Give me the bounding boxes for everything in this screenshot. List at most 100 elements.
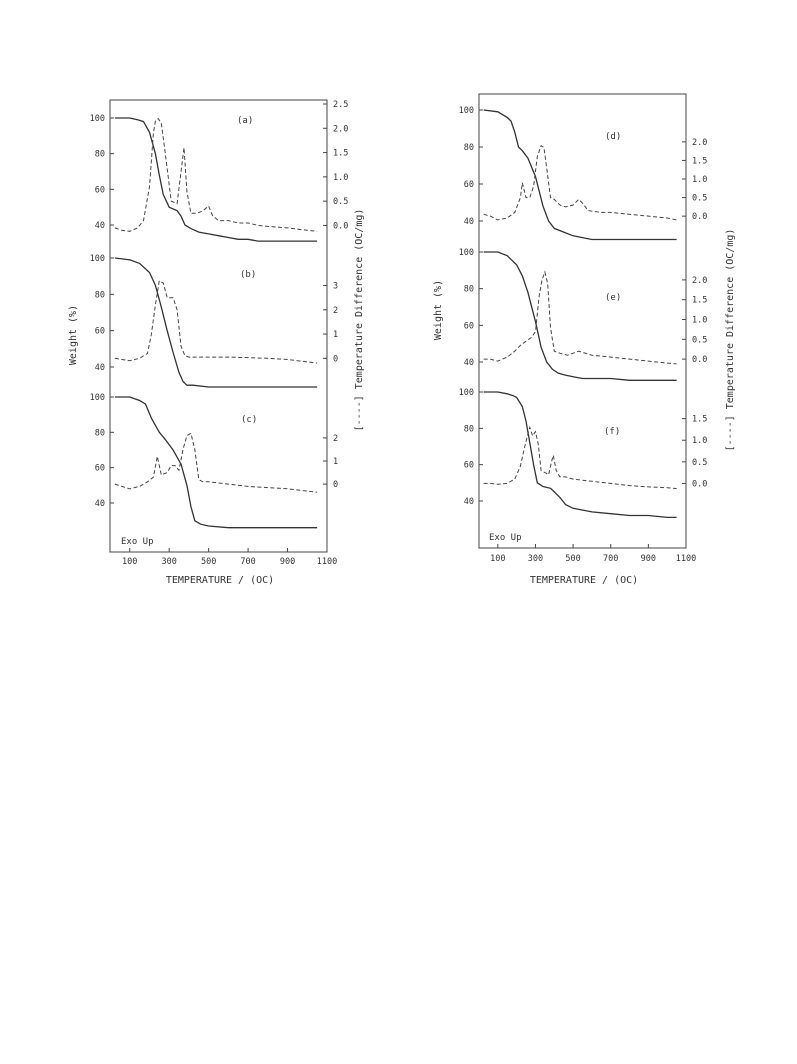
dt-tick-label: 1.0 bbox=[692, 316, 707, 326]
left-xlabel: TEMPERATURE / (OC) bbox=[166, 575, 274, 586]
dt-tick-label: 0.5 bbox=[692, 335, 707, 345]
right-panel-1: (e) 100 80 60 40 2.0 1.5 1.0 0.5 0.0 bbox=[459, 248, 707, 381]
right-x-tick-label: 700 bbox=[603, 554, 618, 564]
weight-tick-label: 100 bbox=[459, 388, 474, 398]
weight-curve bbox=[483, 109, 677, 241]
dt-tick-label: 0.5 bbox=[333, 197, 348, 207]
left-panel-2: (c) 100 80 60 40 2 1 0 bbox=[90, 393, 338, 529]
weight-tick-label: 40 bbox=[95, 363, 105, 373]
weight-curve bbox=[114, 396, 318, 529]
weight-tick-label: 100 bbox=[90, 114, 105, 124]
right-xlabel: TEMPERATURE / (OC) bbox=[530, 575, 638, 586]
left-x-tick-label: 300 bbox=[162, 557, 177, 567]
weight-tick-label: 100 bbox=[90, 393, 105, 403]
dt-tick-label: 1.0 bbox=[692, 175, 707, 185]
dt-tick-label: 1.5 bbox=[692, 296, 707, 306]
panel-label: (c) bbox=[241, 415, 257, 425]
dt-curve bbox=[114, 432, 318, 493]
right-panel-2: (f) 100 80 60 40 1.5 1.0 0.5 0.0 bbox=[459, 388, 707, 519]
dt-tick-label: 0.0 bbox=[692, 479, 707, 489]
right-x-tick-label: 300 bbox=[528, 554, 543, 564]
dt-tick-label: 2 bbox=[333, 434, 338, 444]
dt-tick-label: 1.0 bbox=[333, 173, 348, 183]
weight-curve bbox=[483, 251, 677, 381]
weight-tick-label: 80 bbox=[464, 424, 474, 434]
left-panel-0: (a) 100 80 60 40 2.5 2.0 1.5 1.0 0.5 0.0 bbox=[90, 100, 348, 242]
left-annotation: Exo Up bbox=[121, 537, 154, 547]
dt-tick-label: 2.5 bbox=[333, 100, 348, 110]
weight-tick-label: 40 bbox=[464, 358, 474, 368]
panel-label: (b) bbox=[240, 270, 256, 280]
dt-tick-label: 2 bbox=[333, 306, 338, 316]
dt-tick-label: 2.0 bbox=[692, 276, 707, 286]
right-panel-0: (d) 100 80 60 40 2.0 1.5 1.0 0.5 0.0 bbox=[459, 106, 707, 241]
weight-tick-label: 40 bbox=[95, 499, 105, 509]
right-ylabel: Weight (%) bbox=[433, 280, 444, 340]
dt-tick-label: 2.0 bbox=[692, 138, 707, 148]
left-x-ticks: 100 300 500 700 900 1100 bbox=[122, 548, 337, 567]
dt-tick-label: 0.5 bbox=[692, 194, 707, 204]
weight-tick-label: 40 bbox=[464, 217, 474, 227]
dt-tick-label: 3 bbox=[333, 282, 338, 292]
left-panels: (a) 100 80 60 40 2.5 2.0 1.5 1.0 0.5 0.0 (b) 100 80 60… bbox=[90, 100, 348, 529]
dt-tick-label: 0.0 bbox=[692, 355, 707, 365]
panel-label: (e) bbox=[605, 293, 621, 303]
dt-curve bbox=[483, 425, 677, 490]
weight-tick-label: 60 bbox=[95, 327, 105, 337]
left-x-tick-label: 100 bbox=[122, 557, 137, 567]
weight-tick-label: 100 bbox=[90, 254, 105, 264]
right-figure: TEMPERATURE / (OC) Weight (%) [----] Tem… bbox=[433, 93, 736, 586]
dt-tick-label: 0.0 bbox=[333, 221, 348, 231]
left-x-tick-label: 1100 bbox=[317, 557, 337, 567]
weight-curve bbox=[483, 391, 677, 519]
dt-curve bbox=[483, 270, 677, 365]
right-x-ticks: 100 300 500 700 900 1100 bbox=[490, 544, 696, 564]
left-y2label: [----] Temperature Difference (OC/mg) bbox=[354, 209, 365, 432]
dt-curve bbox=[114, 279, 318, 364]
weight-curve bbox=[114, 117, 318, 242]
dt-tick-label: 0 bbox=[333, 480, 338, 490]
dt-tick-label: 0.5 bbox=[692, 458, 707, 468]
right-y2label: [----] Temperature Difference (OC/mg) bbox=[725, 229, 736, 452]
right-x-tick-label: 900 bbox=[641, 554, 656, 564]
weight-tick-label: 60 bbox=[464, 180, 474, 190]
right-x-tick-label: 100 bbox=[490, 554, 505, 564]
left-ylabel: Weight (%) bbox=[68, 305, 79, 365]
weight-tick-label: 60 bbox=[464, 321, 474, 331]
panel-label: (a) bbox=[237, 116, 253, 126]
dt-tick-label: 1.5 bbox=[692, 156, 707, 166]
left-x-tick-label: 700 bbox=[240, 557, 255, 567]
weight-tick-label: 100 bbox=[459, 248, 474, 258]
dt-curve bbox=[483, 144, 677, 221]
weight-tick-label: 80 bbox=[464, 285, 474, 295]
dt-curve bbox=[114, 117, 318, 232]
weight-tick-label: 40 bbox=[464, 497, 474, 507]
left-plot-frame bbox=[109, 99, 328, 553]
panel-label: (f) bbox=[604, 427, 620, 437]
dt-tick-label: 0.0 bbox=[692, 212, 707, 222]
left-x-tick-label: 900 bbox=[280, 557, 295, 567]
weight-curve bbox=[114, 257, 318, 388]
weight-tick-label: 80 bbox=[95, 290, 105, 300]
right-plot-frame bbox=[478, 93, 687, 549]
weight-tick-label: 40 bbox=[95, 221, 105, 231]
weight-tick-label: 80 bbox=[95, 150, 105, 160]
dt-tick-label: 2.0 bbox=[333, 124, 348, 134]
weight-tick-label: 100 bbox=[459, 106, 474, 116]
weight-tick-label: 80 bbox=[464, 143, 474, 153]
left-panel-1: (b) 100 80 60 40 3 2 1 0 bbox=[90, 254, 338, 388]
weight-tick-label: 60 bbox=[464, 461, 474, 471]
dt-tick-label: 1 bbox=[333, 457, 338, 467]
dt-tick-label: 1.0 bbox=[692, 436, 707, 446]
right-annotation: Exo Up bbox=[489, 533, 522, 543]
weight-tick-label: 60 bbox=[95, 464, 105, 474]
right-x-tick-label: 1100 bbox=[676, 554, 696, 564]
left-figure: TEMPERATURE / (OC) Weight (%) [----] Tem… bbox=[68, 99, 365, 586]
right-x-tick-label: 500 bbox=[565, 554, 580, 564]
left-x-tick-label: 500 bbox=[201, 557, 216, 567]
weight-tick-label: 80 bbox=[95, 428, 105, 438]
dt-tick-label: 1.5 bbox=[333, 149, 348, 159]
dt-tick-label: 1 bbox=[333, 330, 338, 340]
panel-label: (d) bbox=[605, 132, 621, 142]
